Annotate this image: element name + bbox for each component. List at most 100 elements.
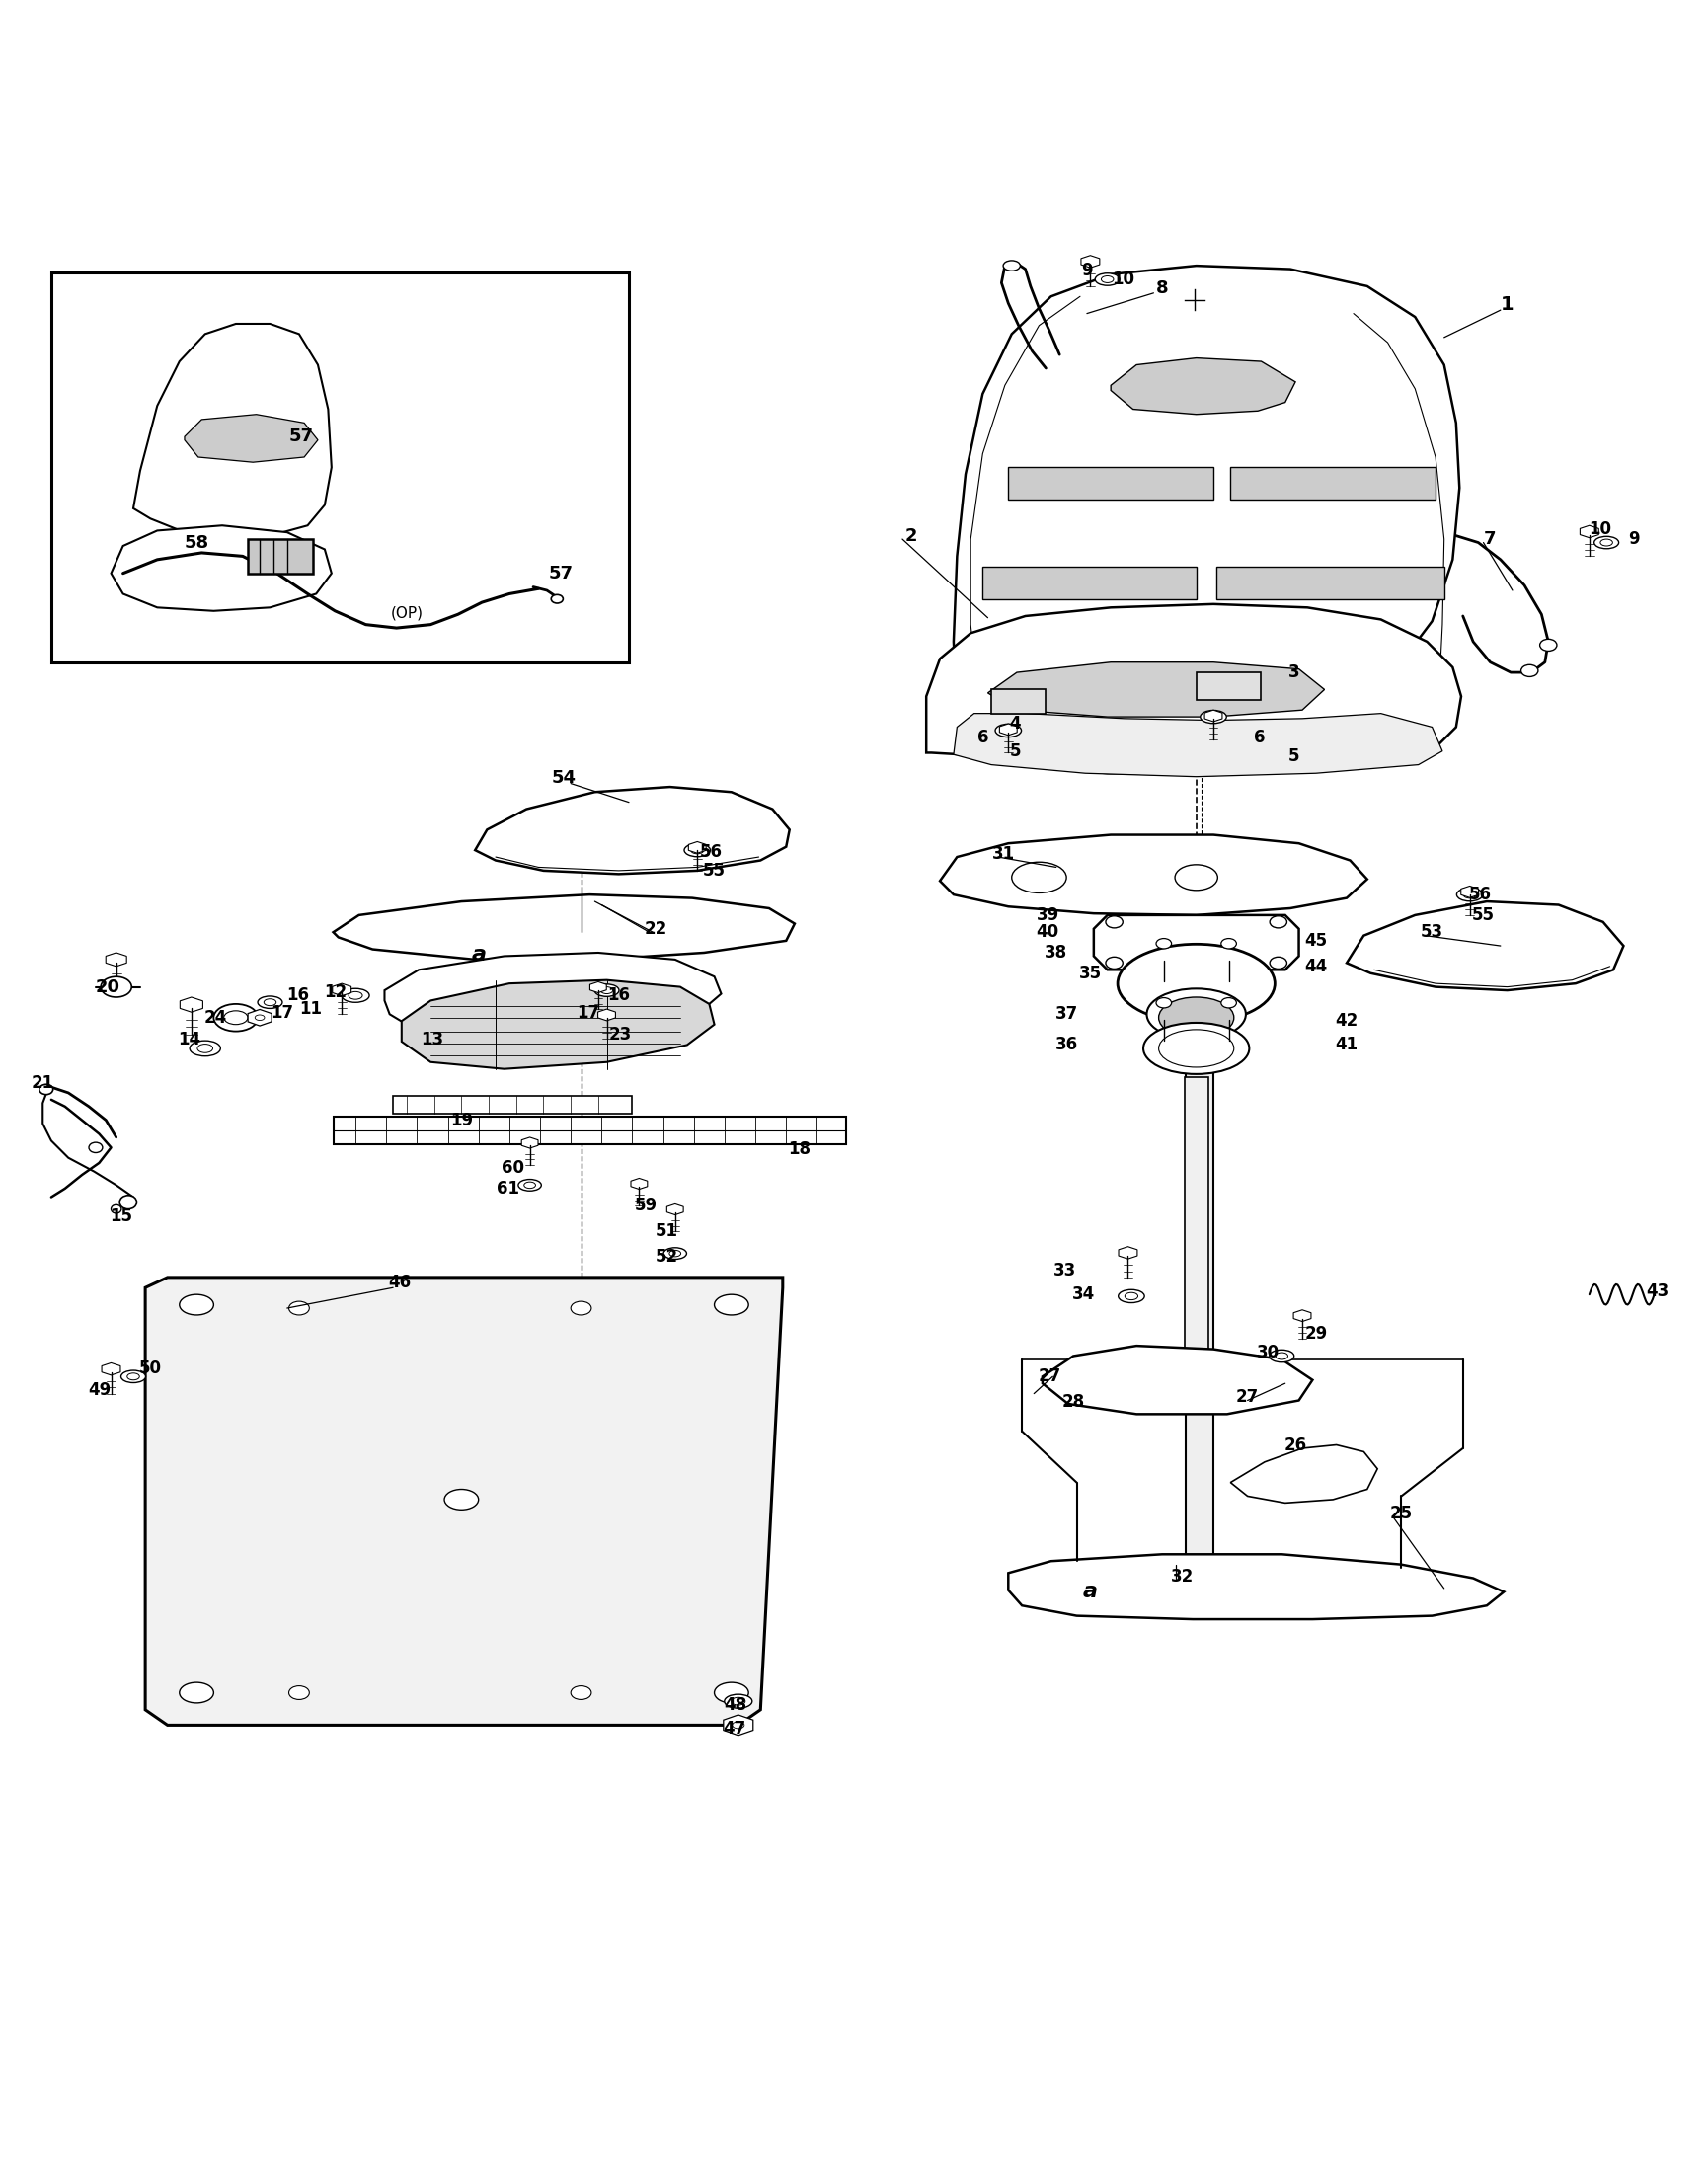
Text: 35: 35 bbox=[1078, 964, 1102, 982]
Text: 17: 17 bbox=[576, 1003, 600, 1021]
Polygon shape bbox=[939, 834, 1366, 914]
Text: 17: 17 bbox=[270, 1003, 294, 1021]
Text: 5: 5 bbox=[1288, 747, 1298, 765]
Ellipse shape bbox=[1003, 261, 1020, 272]
Text: 58: 58 bbox=[184, 534, 208, 552]
Ellipse shape bbox=[594, 984, 618, 997]
Polygon shape bbox=[1230, 467, 1435, 500]
Ellipse shape bbox=[570, 1301, 591, 1314]
Ellipse shape bbox=[89, 1142, 102, 1153]
Ellipse shape bbox=[1455, 888, 1483, 901]
Ellipse shape bbox=[1269, 958, 1286, 969]
Polygon shape bbox=[1110, 358, 1295, 415]
Text: 57: 57 bbox=[548, 565, 572, 582]
Ellipse shape bbox=[1274, 1353, 1288, 1360]
Polygon shape bbox=[1042, 1347, 1312, 1414]
Ellipse shape bbox=[1520, 665, 1537, 678]
Text: 39: 39 bbox=[1035, 906, 1059, 923]
Polygon shape bbox=[111, 526, 331, 610]
Ellipse shape bbox=[1105, 958, 1122, 969]
Polygon shape bbox=[1346, 901, 1623, 990]
Ellipse shape bbox=[1095, 274, 1119, 285]
Polygon shape bbox=[106, 954, 126, 967]
Polygon shape bbox=[589, 982, 606, 993]
Text: 34: 34 bbox=[1071, 1286, 1095, 1303]
Ellipse shape bbox=[524, 1182, 535, 1188]
Text: 48: 48 bbox=[722, 1696, 746, 1714]
Polygon shape bbox=[1460, 886, 1477, 897]
Polygon shape bbox=[1008, 1555, 1503, 1618]
Text: 36: 36 bbox=[1054, 1036, 1078, 1053]
Ellipse shape bbox=[683, 843, 711, 856]
Ellipse shape bbox=[670, 1251, 680, 1258]
Ellipse shape bbox=[214, 1003, 258, 1032]
Polygon shape bbox=[926, 604, 1460, 775]
Polygon shape bbox=[145, 1277, 782, 1725]
Polygon shape bbox=[982, 567, 1196, 599]
Text: 12: 12 bbox=[323, 984, 347, 1001]
Ellipse shape bbox=[1206, 712, 1220, 721]
Polygon shape bbox=[1081, 256, 1098, 267]
Polygon shape bbox=[133, 324, 331, 539]
Ellipse shape bbox=[690, 847, 704, 854]
Ellipse shape bbox=[714, 1295, 748, 1314]
Text: 46: 46 bbox=[388, 1273, 412, 1292]
Polygon shape bbox=[666, 1203, 683, 1214]
Ellipse shape bbox=[1594, 536, 1617, 550]
Text: 22: 22 bbox=[644, 921, 668, 938]
Ellipse shape bbox=[1220, 997, 1237, 1008]
Polygon shape bbox=[953, 712, 1442, 778]
Text: 33: 33 bbox=[1052, 1262, 1076, 1279]
Text: 19: 19 bbox=[449, 1112, 473, 1129]
Text: 52: 52 bbox=[654, 1249, 678, 1266]
Ellipse shape bbox=[120, 1195, 137, 1210]
Text: 44: 44 bbox=[1303, 958, 1327, 975]
Text: 41: 41 bbox=[1334, 1036, 1358, 1053]
Ellipse shape bbox=[111, 1205, 121, 1214]
Text: a: a bbox=[471, 945, 485, 964]
Text: 7: 7 bbox=[1483, 530, 1496, 547]
Text: 15: 15 bbox=[109, 1208, 133, 1225]
Polygon shape bbox=[1093, 914, 1298, 969]
Text: 16: 16 bbox=[606, 986, 630, 1003]
Text: 38: 38 bbox=[1044, 945, 1068, 962]
Text: 60: 60 bbox=[500, 1160, 524, 1177]
Text: 9: 9 bbox=[1081, 263, 1091, 280]
Ellipse shape bbox=[39, 1084, 53, 1095]
Text: 30: 30 bbox=[1255, 1344, 1279, 1362]
Text: 9: 9 bbox=[1628, 530, 1638, 547]
Ellipse shape bbox=[731, 1722, 745, 1729]
Ellipse shape bbox=[342, 988, 369, 1001]
Polygon shape bbox=[1230, 1444, 1377, 1503]
Ellipse shape bbox=[600, 986, 613, 995]
Ellipse shape bbox=[570, 1685, 591, 1699]
Text: 43: 43 bbox=[1645, 1281, 1669, 1301]
Polygon shape bbox=[1008, 467, 1213, 500]
Ellipse shape bbox=[179, 1295, 214, 1314]
Text: 10: 10 bbox=[1110, 272, 1134, 289]
Text: 55: 55 bbox=[702, 862, 726, 880]
Text: 45: 45 bbox=[1303, 932, 1327, 949]
Polygon shape bbox=[384, 954, 721, 1038]
Ellipse shape bbox=[714, 1683, 748, 1703]
Polygon shape bbox=[179, 997, 203, 1012]
Polygon shape bbox=[688, 841, 705, 854]
Polygon shape bbox=[630, 1177, 647, 1190]
Ellipse shape bbox=[1011, 862, 1066, 893]
Ellipse shape bbox=[179, 1683, 214, 1703]
Text: 4: 4 bbox=[1009, 715, 1020, 732]
Text: 56: 56 bbox=[699, 843, 722, 860]
Text: 26: 26 bbox=[1283, 1436, 1307, 1453]
Text: 5: 5 bbox=[1009, 743, 1020, 760]
Text: 25: 25 bbox=[1389, 1505, 1413, 1523]
Text: 3: 3 bbox=[1288, 662, 1298, 682]
Polygon shape bbox=[1204, 710, 1221, 721]
Polygon shape bbox=[1119, 1247, 1136, 1260]
Text: 28: 28 bbox=[1061, 1392, 1085, 1412]
Text: 24: 24 bbox=[203, 1008, 227, 1027]
Text: 56: 56 bbox=[1467, 886, 1491, 904]
Ellipse shape bbox=[994, 723, 1021, 736]
Text: 11: 11 bbox=[299, 1001, 323, 1019]
Polygon shape bbox=[722, 1716, 753, 1735]
Ellipse shape bbox=[1105, 917, 1122, 927]
